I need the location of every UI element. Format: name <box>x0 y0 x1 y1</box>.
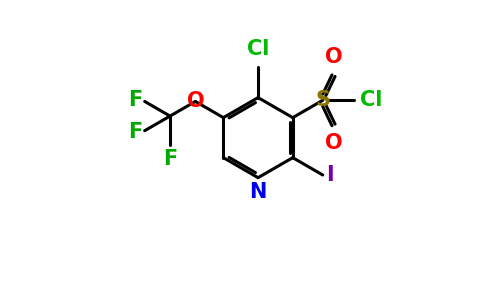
Text: F: F <box>163 149 177 169</box>
Text: O: O <box>186 92 204 111</box>
Text: F: F <box>128 90 142 110</box>
Text: Cl: Cl <box>247 39 269 59</box>
Text: F: F <box>128 122 142 142</box>
Text: N: N <box>249 182 267 202</box>
Text: Cl: Cl <box>360 90 382 110</box>
Text: I: I <box>326 165 333 185</box>
Text: S: S <box>315 90 330 110</box>
Text: O: O <box>325 134 343 153</box>
Text: O: O <box>325 47 343 67</box>
